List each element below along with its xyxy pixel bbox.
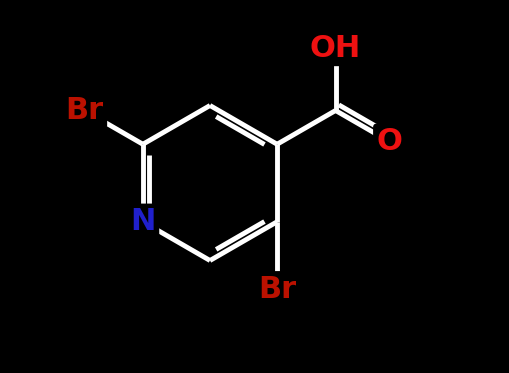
Text: N: N [130,207,155,236]
Text: O: O [376,127,402,156]
Text: Br: Br [258,275,296,304]
Text: Br: Br [65,96,103,125]
Text: OH: OH [309,34,360,63]
